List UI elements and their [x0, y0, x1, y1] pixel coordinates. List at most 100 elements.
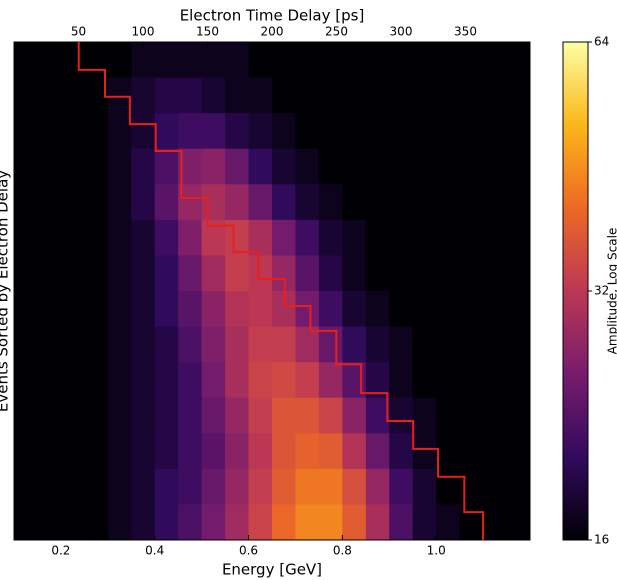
heatmap-cell [318, 326, 343, 363]
heatmap-cell [483, 219, 508, 256]
heatmap-cell [14, 113, 38, 150]
heatmap-cell [60, 397, 85, 434]
heatmap-cell [506, 291, 531, 328]
x2-tick-label: 250 [325, 25, 348, 39]
heatmap-cell [60, 113, 85, 150]
heatmap-cell [154, 113, 179, 150]
heatmap-cell [84, 77, 109, 114]
heatmap-cell [154, 291, 179, 328]
colorbar-title: Amplitude, Log Scale [606, 228, 617, 355]
heatmap-cell [506, 148, 531, 185]
heatmap-cell [318, 504, 343, 541]
heatmap-cell [107, 326, 132, 363]
heatmap-cell [272, 433, 296, 470]
heatmap-cell [225, 397, 250, 434]
heatmap-cell [436, 433, 461, 470]
heatmap-cell [412, 397, 437, 434]
heatmap-cell [60, 42, 85, 79]
heatmap-cell [365, 148, 390, 185]
heatmap-cell [107, 42, 132, 79]
heatmap-cell [84, 504, 109, 541]
heatmap-cell [131, 42, 156, 79]
heatmap-cell [389, 433, 414, 470]
heatmap-cell [201, 148, 226, 185]
heatmap-cell [178, 326, 203, 363]
heatmap-cell [225, 42, 250, 79]
heatmap-cell [318, 148, 343, 185]
heatmap-cell [483, 504, 508, 541]
heatmap-cell [459, 397, 484, 434]
heatmap-cell [436, 113, 461, 150]
heatmap-cell [272, 42, 296, 79]
heatmap-cell [84, 219, 109, 256]
heatmap-cell [84, 326, 109, 363]
heatmap-cell [107, 397, 132, 434]
heatmap-cell [459, 326, 484, 363]
heatmap-cell [295, 219, 320, 256]
heatmap-cell [436, 77, 461, 114]
heatmap-cell [37, 291, 62, 328]
heatmap-cell [412, 326, 437, 363]
heatmap-cell [295, 77, 320, 114]
heatmap-cell [201, 397, 226, 434]
heatmap-cell [131, 397, 156, 434]
heatmap-cell [436, 148, 461, 185]
heatmap-cell [365, 468, 390, 505]
heatmap-cell [389, 362, 414, 399]
heatmap-cell [295, 397, 320, 434]
heatmap-cell [483, 184, 508, 221]
heatmap-cell [459, 291, 484, 328]
heatmap-cell [178, 219, 203, 256]
heatmap-cell [295, 291, 320, 328]
heatmap-cell [248, 291, 273, 328]
heatmap-cell [389, 184, 414, 221]
heatmap-cell [412, 42, 437, 79]
heatmap-cell [37, 77, 62, 114]
heatmap-cell [107, 468, 132, 505]
heatmap-cell [84, 433, 109, 470]
heatmap-cell [365, 504, 390, 541]
heatmap-cell [318, 113, 343, 150]
heatmap-cell [154, 468, 179, 505]
heatmap-cell [389, 219, 414, 256]
heatmap-cell [365, 113, 390, 150]
heatmap-cell [248, 362, 273, 399]
heatmap-cell [365, 42, 390, 79]
heatmap-cell [225, 468, 250, 505]
heatmap-cell [201, 184, 226, 221]
heatmap-cell [37, 326, 62, 363]
heatmap-cell [342, 219, 367, 256]
heatmap-cell [412, 255, 437, 292]
heatmap-cell [14, 468, 38, 505]
heatmap-cell [178, 113, 203, 150]
heatmap-cell [14, 219, 38, 256]
colorbar-tick-label: 16 [594, 533, 609, 547]
heatmap-cell [506, 184, 531, 221]
heatmap-cell [37, 42, 62, 79]
heatmap-cell [37, 113, 62, 150]
x-tick-label: 0.2 [51, 544, 70, 558]
heatmap-cell [483, 148, 508, 185]
heatmap-cell [506, 362, 531, 399]
x-tick-label: 0.4 [145, 544, 164, 558]
heatmap-cell [295, 504, 320, 541]
heatmap-cell [107, 255, 132, 292]
heatmap-cell [84, 291, 109, 328]
heatmap-cell [436, 255, 461, 292]
heatmap-cell [389, 42, 414, 79]
heatmap-cell [107, 148, 132, 185]
heatmap-cell [365, 255, 390, 292]
heatmap-cell [107, 291, 132, 328]
heatmap-cell [272, 362, 296, 399]
heatmap-cell [60, 326, 85, 363]
heatmap-cell [14, 291, 38, 328]
heatmap-cell [131, 433, 156, 470]
heatmap-cell [131, 326, 156, 363]
heatmap-cell [178, 468, 203, 505]
heatmap-cell [225, 291, 250, 328]
x2-tick-label: 350 [454, 25, 477, 39]
heatmap-cell [342, 397, 367, 434]
heatmap-cell [389, 397, 414, 434]
heatmap-cell [436, 326, 461, 363]
heatmap-cell [248, 255, 273, 292]
